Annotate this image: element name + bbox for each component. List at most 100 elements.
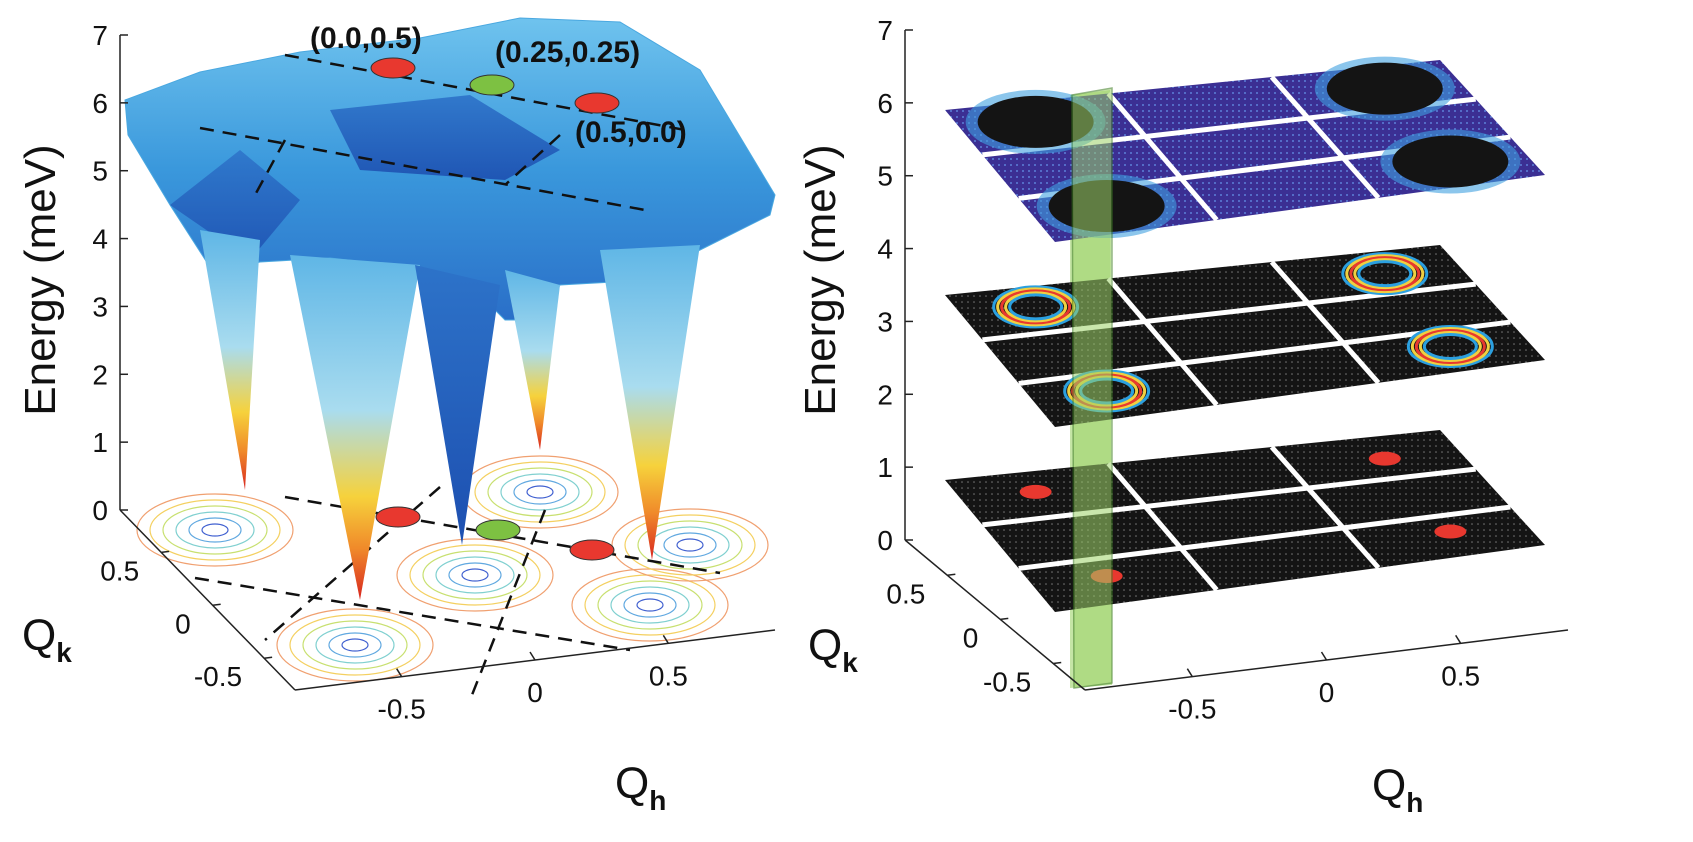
intensity-ring <box>1008 293 1064 321</box>
z-tick-label: 6 <box>877 88 893 119</box>
contour <box>526 485 554 499</box>
slice-gap <box>1106 91 1219 222</box>
contour <box>610 586 690 624</box>
intensity-hole <box>1392 135 1509 188</box>
qh-tick-label: 0 <box>527 677 543 708</box>
point-label: (0.25,0.25) <box>495 36 640 69</box>
qh-axis-label: Qh <box>615 759 666 816</box>
contour <box>276 608 434 682</box>
slice-gap <box>1269 75 1381 200</box>
slice-gap <box>1269 260 1381 385</box>
intensity-spot <box>1434 524 1467 539</box>
intensity-ring <box>1004 291 1068 323</box>
z-tick-label: 0 <box>877 525 893 556</box>
intensity-spot <box>1019 484 1052 499</box>
qk-tick-label: -0.5 <box>194 661 242 692</box>
energy-funnel <box>200 230 260 490</box>
point-label: (0.0,0.5) <box>310 22 422 55</box>
qh-tick-label: -0.5 <box>378 694 426 725</box>
contour <box>624 514 756 576</box>
z-tick-label: 5 <box>92 156 108 187</box>
z-axis-label: Energy (meV) <box>16 144 65 415</box>
z-tick-label: 2 <box>877 379 893 410</box>
point-marker <box>574 92 620 114</box>
contour <box>302 620 408 670</box>
intensity-ring <box>1414 329 1486 365</box>
contour <box>623 592 677 618</box>
qk-axis <box>119 509 296 691</box>
z-tick-label: 1 <box>92 427 108 458</box>
qk-tick <box>161 550 170 554</box>
contour <box>201 523 229 537</box>
z-tick-label: 0 <box>92 495 108 526</box>
qh-tick-label: -0.5 <box>1168 694 1216 725</box>
qk-axis-label: Qk <box>22 611 72 668</box>
qk-axis <box>904 539 1086 691</box>
contour <box>162 505 268 555</box>
contour <box>289 614 421 676</box>
intensity-ring <box>1422 333 1478 361</box>
z-tick-label: 2 <box>92 359 108 390</box>
contour <box>461 455 619 529</box>
z-axis-label: Energy (meV) <box>796 144 845 415</box>
slice-gap <box>982 466 1476 528</box>
contour <box>500 473 580 511</box>
contour <box>611 508 769 582</box>
qk-axis-label: Qk <box>808 621 858 678</box>
surface-well <box>330 95 560 180</box>
contour <box>584 574 716 636</box>
slice-gap <box>1106 276 1219 407</box>
qh-tick <box>1455 634 1462 644</box>
z-tick-label: 7 <box>877 15 893 46</box>
contour <box>409 544 541 606</box>
contour <box>448 562 502 588</box>
contour <box>435 556 515 594</box>
surface-well <box>170 150 300 260</box>
contour <box>637 520 743 570</box>
qk-tick-label: 0.5 <box>100 555 139 586</box>
axis-symbol: Q <box>615 759 649 808</box>
axis-subscript: h <box>649 785 666 816</box>
qk-tick <box>212 603 221 607</box>
z-tick-label: 6 <box>92 88 108 119</box>
axis-symbol: Q <box>1372 761 1406 810</box>
z-tick-label: 1 <box>877 452 893 483</box>
contour <box>663 532 717 558</box>
qk-tick-label: 0 <box>175 608 191 639</box>
contour <box>422 550 528 600</box>
contour <box>188 517 242 543</box>
intensity-ring <box>1406 325 1494 369</box>
point-marker <box>469 74 515 96</box>
intensity-ring <box>1410 327 1490 367</box>
contour <box>136 493 294 567</box>
contour <box>474 461 606 523</box>
point-marker <box>569 539 615 561</box>
energy-funnel <box>290 255 420 600</box>
point-marker <box>475 519 521 541</box>
z-tick-label: 7 <box>92 20 108 51</box>
point-label: (0.5,0.0) <box>575 116 687 149</box>
intensity-ring <box>1349 256 1421 292</box>
intensity-ring <box>1357 260 1413 288</box>
qh-tick-label: 0.5 <box>649 660 688 691</box>
z-tick-label: 3 <box>877 306 893 337</box>
intensity-ring <box>1341 252 1429 296</box>
intensity-ring <box>1000 289 1072 325</box>
intensity-hole <box>977 95 1094 148</box>
z-tick-label: 5 <box>877 161 893 192</box>
energy-funnel <box>505 270 560 450</box>
qh-tick-label: 0 <box>1319 677 1335 708</box>
cut-column <box>1071 87 1113 689</box>
contour <box>315 626 395 664</box>
intensity-ring <box>1353 258 1417 290</box>
slice-gap <box>1106 461 1219 592</box>
axis-subscript: k <box>56 637 72 668</box>
energy-funnel <box>415 265 500 545</box>
contour <box>341 638 369 652</box>
energy-funnel <box>600 245 700 560</box>
qk-tick-label: 0 <box>963 622 979 653</box>
axis-subscript: k <box>842 647 858 678</box>
z-tick-label: 4 <box>92 224 108 255</box>
contour <box>461 568 489 582</box>
